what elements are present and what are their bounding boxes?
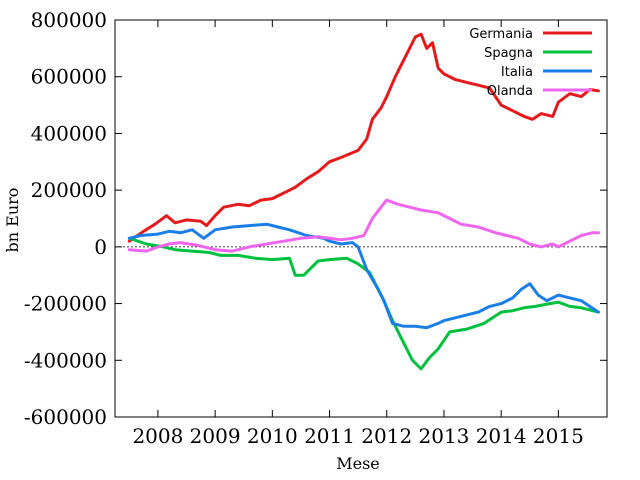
x-tick-label: 2012: [361, 424, 412, 448]
y-tick-label: -400000: [24, 348, 107, 372]
legend-label-olanda: Olanda: [487, 84, 533, 99]
series-layer: [127, 32, 600, 371]
y-tick-label: -600000: [24, 405, 107, 429]
x-tick-label: 2011: [304, 424, 355, 448]
series-line-italia: [127, 222, 600, 330]
legend-label-spagna: Spagna: [484, 46, 533, 61]
y-tick-label: 200000: [31, 178, 107, 202]
plot-border: [114, 19, 608, 418]
x-tick-label: 2010: [247, 424, 298, 448]
legend-label-italia: Italia: [501, 65, 533, 80]
x-tick-label: 2015: [533, 424, 584, 448]
x-axis-label: Mese: [336, 454, 380, 473]
plot-area: [114, 19, 608, 418]
y-tick-label: -200000: [24, 292, 107, 316]
y-axis-label: bn Euro: [3, 188, 22, 253]
y-tick-label: 800000: [31, 8, 107, 32]
y-tick-label: 400000: [31, 121, 107, 145]
x-tick-label: 2014: [476, 424, 527, 448]
y-axis: -600000 -400000 -200000 0 200000 400000 600000…: [24, 8, 607, 429]
y-tick-label: 600000: [31, 65, 107, 89]
x-tick-label: 2008: [132, 424, 183, 448]
series-line-germania: [127, 32, 600, 243]
x-axis: 2008 2009 2010 2011 2012 2013 2014 2015: [132, 20, 584, 448]
legend-label-germania: Germania: [469, 27, 533, 42]
legend: Germania Spagna Italia Olanda: [469, 27, 592, 99]
x-tick-label: 2009: [190, 424, 241, 448]
series-line-olanda: [127, 198, 600, 253]
x-tick-label: 2013: [419, 424, 470, 448]
y-tick-label: 0: [94, 235, 107, 259]
